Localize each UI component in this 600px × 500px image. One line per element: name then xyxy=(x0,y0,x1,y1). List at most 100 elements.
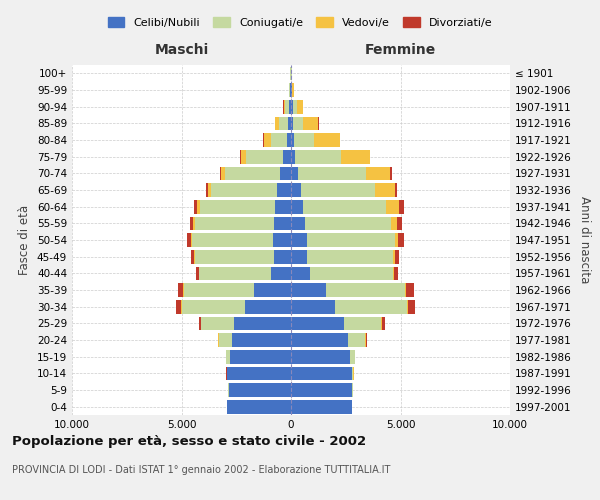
Bar xyxy=(382,316,385,330)
Bar xyxy=(193,216,195,230)
Bar xyxy=(184,283,254,297)
Bar xyxy=(219,333,232,347)
Bar xyxy=(291,366,352,380)
Bar xyxy=(191,233,193,247)
Bar xyxy=(348,333,365,347)
Bar xyxy=(301,183,376,197)
Bar xyxy=(406,283,413,297)
Bar xyxy=(303,116,319,130)
Bar xyxy=(291,333,348,347)
Bar xyxy=(365,333,366,347)
Bar xyxy=(263,133,271,147)
Bar xyxy=(195,250,274,264)
Bar xyxy=(341,150,370,164)
Bar xyxy=(344,316,381,330)
Bar xyxy=(197,200,200,213)
Bar xyxy=(400,200,404,213)
Bar xyxy=(290,83,291,97)
Y-axis label: Anni di nascita: Anni di nascita xyxy=(578,196,591,284)
Bar xyxy=(183,283,184,297)
Bar xyxy=(274,250,291,264)
Bar xyxy=(291,383,352,397)
Bar xyxy=(288,116,291,130)
Bar xyxy=(245,300,291,314)
Bar xyxy=(395,183,397,197)
Bar xyxy=(176,300,181,314)
Bar xyxy=(307,250,393,264)
Bar xyxy=(246,150,283,164)
Bar xyxy=(287,133,291,147)
Bar xyxy=(280,116,288,130)
Bar xyxy=(221,166,226,180)
Bar xyxy=(284,100,286,114)
Bar xyxy=(398,233,404,247)
Bar xyxy=(193,233,274,247)
Bar xyxy=(194,250,195,264)
Bar xyxy=(232,333,291,347)
Bar xyxy=(187,233,191,247)
Bar xyxy=(350,350,355,364)
Bar xyxy=(291,233,307,247)
Bar xyxy=(310,266,393,280)
Bar xyxy=(391,216,397,230)
Bar xyxy=(303,200,386,213)
Bar xyxy=(230,350,291,364)
Bar xyxy=(395,233,398,247)
Bar xyxy=(208,183,211,197)
Bar xyxy=(206,183,208,197)
Bar xyxy=(291,150,295,164)
Bar xyxy=(226,350,230,364)
Legend: Celibi/Nubili, Coniugati/e, Vedovi/e, Divorziati/e: Celibi/Nubili, Coniugati/e, Vedovi/e, Di… xyxy=(103,13,497,32)
Bar xyxy=(366,333,367,347)
Bar xyxy=(271,266,291,280)
Bar xyxy=(390,166,392,180)
Text: Maschi: Maschi xyxy=(154,44,209,58)
Bar xyxy=(394,266,398,280)
Bar xyxy=(283,150,291,164)
Bar xyxy=(408,300,415,314)
Bar xyxy=(229,383,291,397)
Bar xyxy=(226,166,280,180)
Bar xyxy=(405,283,406,297)
Bar xyxy=(227,366,291,380)
Bar xyxy=(201,316,234,330)
Bar xyxy=(294,133,314,147)
Bar xyxy=(295,150,341,164)
Y-axis label: Fasce di età: Fasce di età xyxy=(19,205,31,275)
Bar xyxy=(393,266,394,280)
Bar xyxy=(291,400,352,413)
Bar xyxy=(291,216,305,230)
Bar xyxy=(291,250,307,264)
Bar xyxy=(307,233,395,247)
Bar xyxy=(200,200,275,213)
Bar xyxy=(352,366,353,380)
Bar xyxy=(314,133,340,147)
Bar xyxy=(240,150,241,164)
Bar xyxy=(297,100,302,114)
Bar xyxy=(292,83,293,97)
Bar xyxy=(291,350,350,364)
Bar xyxy=(274,233,291,247)
Bar xyxy=(386,200,400,213)
Bar xyxy=(227,400,291,413)
Bar xyxy=(275,200,291,213)
Bar xyxy=(280,166,291,180)
Bar xyxy=(277,183,291,197)
Bar xyxy=(194,200,197,213)
Bar xyxy=(291,166,298,180)
Bar xyxy=(274,216,291,230)
Bar xyxy=(395,250,400,264)
Bar xyxy=(286,100,289,114)
Bar xyxy=(199,316,200,330)
Bar xyxy=(293,116,303,130)
Bar xyxy=(191,250,194,264)
Bar xyxy=(289,100,291,114)
Bar xyxy=(275,116,280,130)
Bar xyxy=(199,266,271,280)
Bar xyxy=(335,300,407,314)
Bar xyxy=(241,150,246,164)
Bar xyxy=(291,183,301,197)
Text: Femmine: Femmine xyxy=(365,44,436,58)
Bar xyxy=(254,283,291,297)
Bar xyxy=(220,166,221,180)
